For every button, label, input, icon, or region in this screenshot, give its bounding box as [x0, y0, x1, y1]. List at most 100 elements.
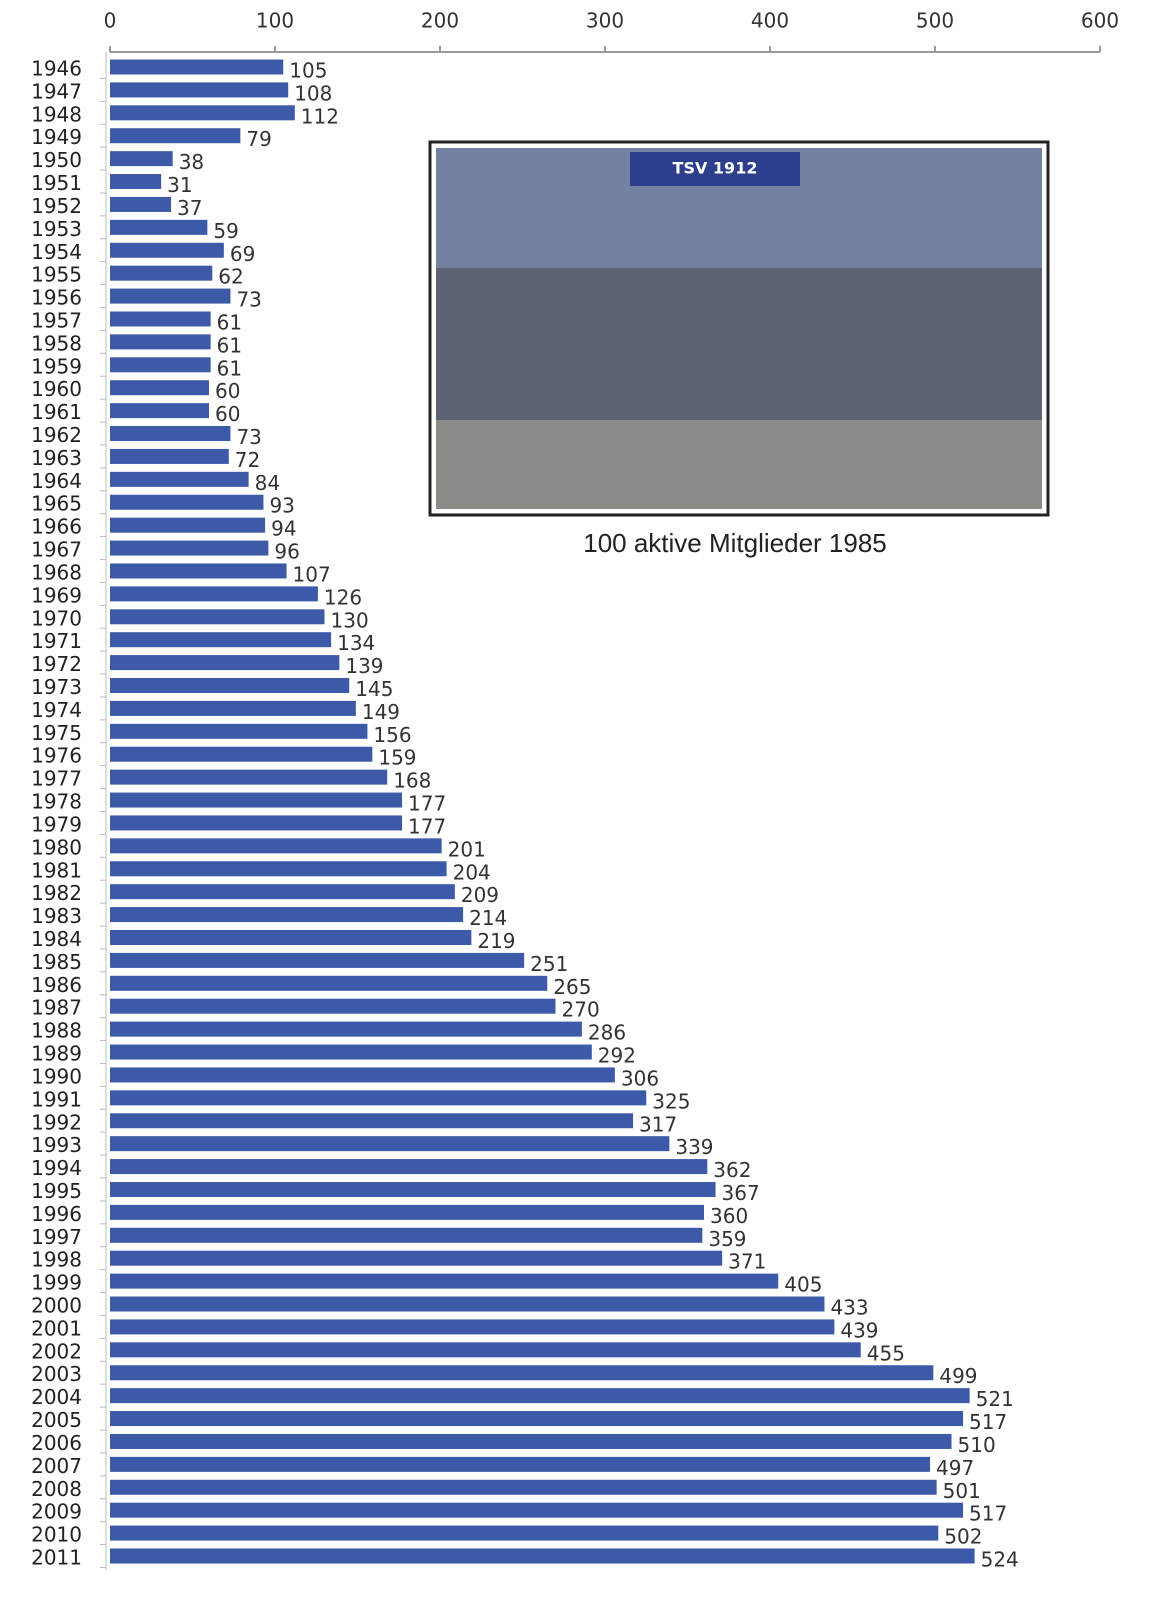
value-label: 61 [217, 333, 242, 357]
y-tick-label: 1985 [31, 950, 82, 974]
bar [110, 1067, 615, 1082]
y-tick-label: 1970 [31, 606, 82, 630]
value-label: 61 [217, 356, 242, 380]
value-label: 405 [784, 1273, 822, 1297]
y-tick-label: 2010 [31, 1523, 82, 1547]
photo-ground [436, 420, 1042, 509]
bar [110, 586, 318, 601]
value-label: 497 [936, 1456, 974, 1480]
y-tick-label: 1947 [31, 79, 82, 103]
bar [110, 60, 283, 75]
value-label: 292 [598, 1044, 636, 1068]
bar [110, 1319, 834, 1334]
y-tick-label: 2006 [31, 1431, 82, 1455]
value-label: 502 [944, 1525, 982, 1549]
bar [110, 472, 249, 487]
bar [110, 747, 372, 762]
x-tick-label: 0 [104, 9, 117, 33]
value-label: 168 [393, 769, 431, 793]
y-tick-label: 2009 [31, 1500, 82, 1524]
y-tick-label: 1961 [31, 400, 82, 424]
y-tick-label: 1965 [31, 492, 82, 516]
bar [110, 311, 211, 326]
y-tick-label: 1988 [31, 1019, 82, 1043]
y-tick-label: 1990 [31, 1064, 82, 1088]
bar [110, 861, 447, 876]
value-label: 73 [236, 425, 261, 449]
bar [110, 999, 556, 1014]
y-tick-label: 1958 [31, 331, 82, 355]
value-label: 60 [215, 379, 240, 403]
y-tick-label: 1969 [31, 583, 82, 607]
bar [110, 563, 287, 578]
value-label: 31 [167, 173, 192, 197]
value-label: 517 [969, 1410, 1007, 1434]
y-tick-label: 1949 [31, 125, 82, 149]
bar [110, 1182, 716, 1197]
value-label: 433 [830, 1296, 868, 1320]
x-tick-label: 300 [586, 9, 624, 33]
y-tick-label: 1979 [31, 812, 82, 836]
bar [110, 151, 173, 166]
bar [110, 518, 265, 533]
y-tick-label: 1948 [31, 102, 82, 126]
value-label: 367 [722, 1181, 760, 1205]
value-label: 501 [943, 1479, 981, 1503]
value-label: 130 [331, 608, 369, 632]
y-tick-label: 1994 [31, 1156, 82, 1180]
bar [110, 403, 209, 418]
bar [110, 197, 171, 212]
value-label: 108 [294, 81, 332, 105]
x-tick-label: 100 [256, 9, 294, 33]
y-tick-label: 1996 [31, 1202, 82, 1226]
y-tick-label: 2008 [31, 1477, 82, 1501]
value-label: 112 [301, 104, 339, 128]
y-tick-label: 1986 [31, 973, 82, 997]
photo: TSV 1912 [430, 142, 1048, 515]
y-tick-label: 1983 [31, 904, 82, 928]
bar [110, 815, 402, 830]
value-label: 359 [708, 1227, 746, 1251]
y-tick-label: 1963 [31, 446, 82, 470]
value-label: 149 [362, 700, 400, 724]
y-tick-label: 2003 [31, 1362, 82, 1386]
bar [110, 1526, 938, 1541]
y-tick-label: 2004 [31, 1385, 82, 1409]
page: {"chart_data": {"type": "bar", "orientat… [0, 0, 1171, 1607]
value-label: 177 [408, 792, 446, 816]
bar [110, 884, 455, 899]
y-tick-label: 1946 [31, 57, 82, 81]
value-label: 94 [271, 517, 296, 541]
y-tick-label: 1950 [31, 148, 82, 172]
value-label: 306 [621, 1066, 659, 1090]
y-tick-label: 1955 [31, 263, 82, 287]
value-label: 59 [213, 219, 238, 243]
bar [110, 380, 209, 395]
bar [110, 243, 224, 258]
value-label: 60 [215, 402, 240, 426]
value-label: 360 [710, 1204, 748, 1228]
value-label: 38 [179, 150, 204, 174]
value-label: 209 [461, 883, 499, 907]
y-tick-label: 1978 [31, 790, 82, 814]
bar [110, 632, 331, 647]
value-label: 139 [345, 654, 383, 678]
y-tick-label: 1995 [31, 1179, 82, 1203]
y-tick-label: 1953 [31, 217, 82, 241]
x-tick-label: 500 [916, 9, 954, 33]
y-tick-label: 1998 [31, 1248, 82, 1272]
y-tick-label: 1966 [31, 515, 82, 539]
value-label: 362 [713, 1158, 751, 1182]
value-label: 439 [840, 1318, 878, 1342]
y-tick-label: 2011 [31, 1546, 82, 1570]
photo-text: TSV 1912 [673, 159, 758, 178]
y-tick-label: 1984 [31, 927, 82, 951]
bar [110, 678, 349, 693]
bar [110, 426, 230, 441]
y-tick-label: 2002 [31, 1339, 82, 1363]
y-tick-label: 1957 [31, 308, 82, 332]
bar [110, 357, 211, 372]
value-label: 93 [269, 494, 294, 518]
value-label: 339 [675, 1135, 713, 1159]
y-tick-label: 1962 [31, 423, 82, 447]
